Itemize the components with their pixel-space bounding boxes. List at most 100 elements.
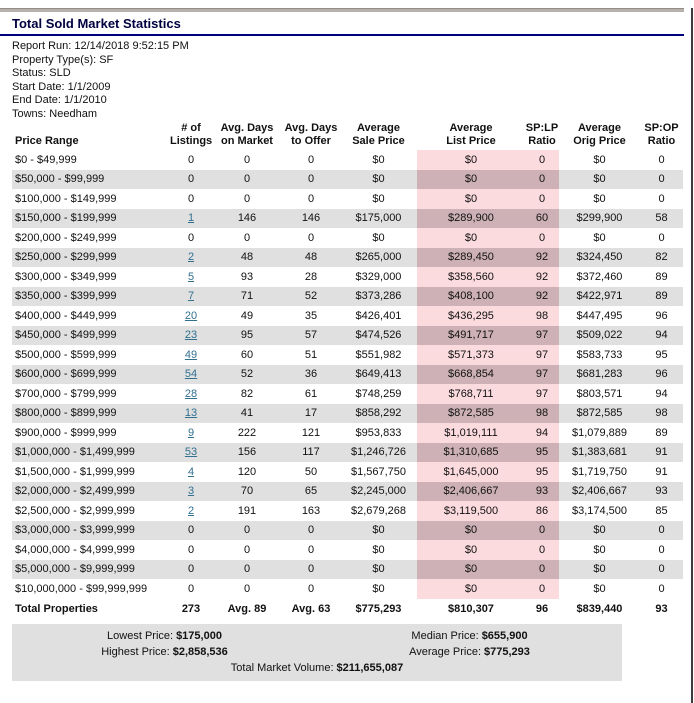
cell-avg-orig-price: $1,079,889 — [571, 426, 628, 439]
table-row: $600,000 - $699,999 54 52 36 $649,413 $668,85… — [12, 364, 683, 384]
cell-spop-ratio: 98 — [640, 403, 683, 423]
cell-splp-ratio: 93 — [525, 481, 559, 501]
listing-count-link[interactable]: 2 — [187, 504, 195, 517]
listing-count-link[interactable]: 28 — [184, 387, 198, 400]
cell-days-to-offer: 61 — [304, 387, 318, 400]
cell-price-range: $4,000,000 - $4,999,999 — [15, 543, 135, 556]
cell-avg-sale-price: $0 — [372, 231, 385, 244]
cell-price-range: $900,000 - $999,999 — [15, 426, 117, 439]
cell-avg-sale-price: $474,526 — [340, 325, 417, 345]
cell-listings: 54 — [170, 364, 212, 384]
page-title: Total Sold Market Statistics — [12, 16, 181, 31]
cell-avg-orig-price: $0 — [559, 169, 640, 189]
listing-count-link[interactable]: 1 — [187, 212, 195, 225]
cell-days-on-market: 82 — [240, 387, 254, 400]
cell-avg-orig-price: $0 — [593, 231, 606, 244]
cell-spop-ratio: 91 — [640, 442, 683, 462]
cell-avg-list-price: $436,295 — [417, 306, 525, 326]
cell-splp-ratio: 0 — [525, 228, 559, 248]
cell-avg-orig-price: $1,719,750 — [571, 465, 628, 478]
listing-count-link[interactable]: 49 — [184, 348, 198, 361]
cell-price-range: $1,500,000 - $1,999,999 — [15, 465, 135, 478]
cell-days-to-offer: 35 — [304, 309, 318, 322]
cell-spop-ratio: 58 — [640, 208, 683, 228]
cell-avg-orig-price: $3,174,500 — [571, 504, 628, 517]
cell-listings: 0 — [187, 582, 195, 595]
cell-price-range: $250,000 - $299,999 — [12, 247, 170, 267]
cell-spop-ratio: 96 — [655, 309, 668, 322]
meta-status: Status: SLD — [12, 67, 71, 79]
cell-price-range: $350,000 - $399,999 — [12, 286, 170, 306]
listing-count-link[interactable]: 7 — [187, 290, 195, 303]
table-row: $50,000 - $99,999 0 0 0 $0 $0 0 $0 0 — [12, 169, 683, 189]
meta-property-type: Property Type(s): SF — [12, 53, 114, 66]
cell-splp-ratio: 0 — [525, 540, 559, 560]
cell-avg-list-price: $289,450 — [417, 247, 525, 267]
listing-count-link[interactable]: 9 — [187, 426, 195, 439]
cell-listings: 0 — [170, 520, 212, 540]
cell-days-to-offer: 0 — [307, 543, 315, 556]
cell-avg-orig-price: $0 — [593, 543, 606, 556]
listing-count-link[interactable]: 4 — [187, 465, 195, 478]
cell-days-on-market: 52 — [212, 364, 282, 384]
cell-days-on-market: 0 — [243, 192, 251, 205]
cell-avg-orig-price: $509,022 — [559, 325, 640, 345]
cell-avg-sale-price: $426,401 — [355, 309, 402, 322]
cell-spop-ratio: 93 — [640, 481, 683, 501]
cell-splp-ratio: 98 — [525, 306, 559, 326]
cell-splp-ratio: 92 — [525, 267, 559, 287]
col-header-avg-list-price: Average List Price — [446, 122, 496, 147]
cell-price-range: $10,000,000 - $99,999,999 — [15, 582, 148, 595]
cell-price-range: $800,000 - $899,999 — [12, 403, 170, 423]
cell-avg-orig-price: $1,383,681 — [559, 442, 640, 462]
cell-days-to-offer: 52 — [282, 286, 340, 306]
cell-splp-ratio: 92 — [525, 286, 559, 306]
cell-days-to-offer: 0 — [307, 231, 315, 244]
cell-splp-ratio: 92 — [525, 247, 559, 267]
cell-splp-ratio: 94 — [525, 423, 559, 443]
cell-avg-orig-price: $839,440 — [559, 598, 640, 620]
listing-count-link[interactable]: 2 — [187, 251, 195, 264]
table-row: $350,000 - $399,999 7 71 52 $373,286 $408,100… — [12, 286, 683, 306]
cell-avg-list-price: $872,585 — [417, 403, 525, 423]
cell-avg-orig-price: $372,460 — [576, 270, 623, 283]
cell-days-on-market: 222 — [237, 426, 257, 439]
cell-price-range: $450,000 - $499,999 — [12, 325, 170, 345]
cell-avg-sale-price: $0 — [372, 153, 385, 166]
table-row: $2,500,000 - $2,999,999 2 191 163 $2,679,268… — [12, 501, 683, 521]
cell-avg-orig-price: $0 — [559, 520, 640, 540]
cell-spop-ratio: 95 — [655, 348, 668, 361]
cell-spop-ratio: 0 — [658, 153, 665, 166]
cell-days-on-market: 156 — [212, 442, 282, 462]
listing-count-link[interactable]: 23 — [184, 329, 198, 342]
col-header-days-to-offer: Avg. Days to Offer — [284, 122, 338, 147]
listing-count-link[interactable]: 53 — [184, 446, 198, 459]
cell-spop-ratio: 0 — [640, 169, 683, 189]
cell-listings: 4 — [170, 462, 212, 482]
cell-avg-list-price: $668,854 — [417, 364, 525, 384]
listing-count-link[interactable]: 13 — [184, 407, 198, 420]
table-row: $100,000 - $149,999 0 0 0 $0 $0 0 $0 0 — [12, 189, 683, 209]
table-row: $200,000 - $249,999 0 0 0 $0 $0 0 $0 0 — [12, 228, 683, 248]
cell-days-on-market: 0 — [212, 520, 282, 540]
title-rule — [0, 34, 684, 36]
summary-panel: Lowest Price: $175,000 Median Price: $655,… — [12, 623, 622, 681]
col-header-listings: # of Listings — [170, 122, 213, 147]
cell-avg-orig-price: $2,406,667 — [559, 481, 640, 501]
cell-listings: 13 — [170, 403, 212, 423]
cell-spop-ratio: 89 — [655, 270, 668, 283]
cell-spop-ratio: 0 — [640, 559, 683, 579]
cell-days-on-market: 49 — [240, 309, 254, 322]
listing-count-link[interactable]: 54 — [184, 368, 198, 381]
cell-avg-sale-price: $0 — [372, 192, 385, 205]
cell-listings: 28 — [170, 384, 212, 404]
col-header-avg-sale-price: Average Sale Price — [352, 122, 405, 147]
cell-days-on-market: 0 — [243, 153, 251, 166]
cell-days-on-market: 0 — [212, 169, 282, 189]
listing-count-link[interactable]: 3 — [187, 485, 195, 498]
cell-splp-ratio: 96 — [525, 598, 559, 620]
listing-count-link[interactable]: 5 — [187, 270, 195, 283]
cell-days-to-offer: 48 — [282, 247, 340, 267]
listing-count-link[interactable]: 20 — [184, 309, 198, 322]
table-row: $0 - $49,999 0 0 0 $0 $0 0 $0 0 — [12, 150, 683, 170]
